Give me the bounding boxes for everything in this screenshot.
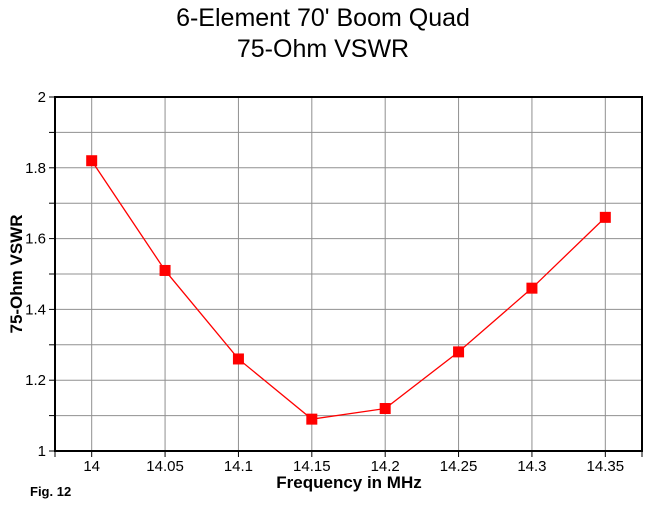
data-point-marker (232, 353, 244, 365)
y-tick-label: 1 (38, 443, 46, 460)
x-tick-label: 14.15 (293, 458, 331, 475)
data-point-marker (379, 403, 391, 415)
x-axis-title: Frequency in MHz (276, 473, 422, 492)
figure-number: Fig. 12 (30, 484, 72, 499)
data-point-marker (453, 346, 465, 358)
y-tick-label: 1.8 (25, 160, 46, 177)
data-point-marker (306, 413, 318, 425)
x-tick-label: 14 (83, 458, 100, 475)
y-tick-label: 2 (38, 89, 46, 106)
y-tick-label: 1.4 (25, 301, 46, 318)
x-tick-label: 14.2 (371, 458, 400, 475)
data-point-marker (526, 282, 538, 294)
y-tick-label: 1.2 (25, 372, 46, 389)
x-tick-label: 14.05 (146, 458, 184, 475)
x-tick-label: 14.1 (224, 458, 253, 475)
x-tick-label: 14.3 (517, 458, 546, 475)
chart-title: 6-Element 70' Boom Quad 75-Ohm VSWR (0, 3, 646, 65)
vswr-series-line (91, 160, 606, 420)
x-tick-label: 14.35 (587, 458, 625, 475)
chart-title-line1: 6-Element 70' Boom Quad (176, 4, 470, 32)
chart-title-line2: 75-Ohm VSWR (236, 35, 410, 63)
data-point-marker (599, 211, 611, 223)
y-tick-label: 1.6 (25, 231, 46, 248)
x-tick-label: 14.25 (440, 458, 478, 475)
plot-border (54, 96, 643, 452)
y-axis-title: 75-Ohm VSWR (7, 214, 26, 334)
data-point-marker (86, 155, 98, 167)
data-point-marker (159, 264, 171, 276)
